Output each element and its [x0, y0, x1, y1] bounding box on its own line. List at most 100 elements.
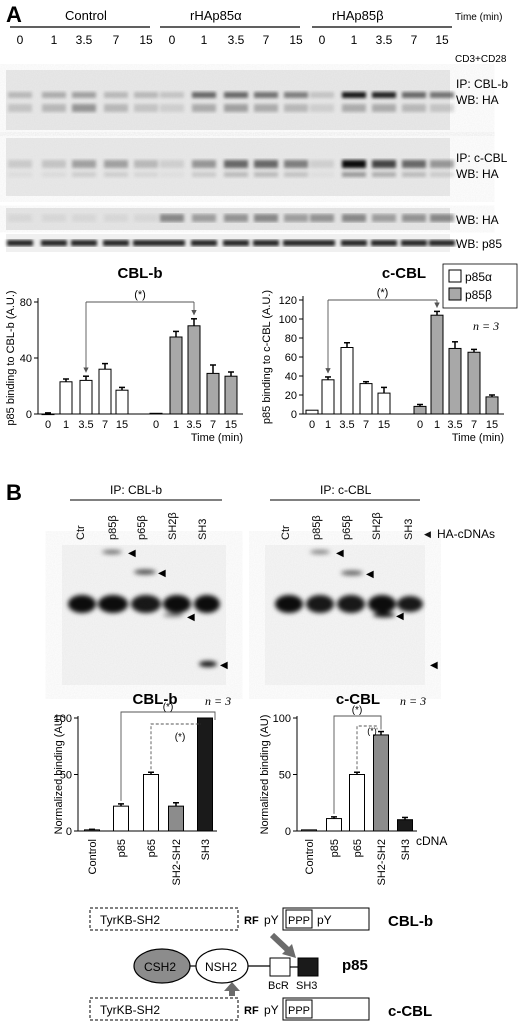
- blot-band: [283, 240, 309, 246]
- bar: [113, 805, 129, 832]
- ip-label-ccbl-b: IP: c-CBL: [320, 483, 372, 497]
- blot-band: [372, 92, 396, 98]
- blot-band: [42, 104, 66, 112]
- blot-band: [402, 214, 426, 222]
- blot-band: [254, 172, 278, 177]
- blot-band: [430, 160, 454, 168]
- lane-label: p85β: [311, 515, 323, 540]
- blot-band: [284, 214, 308, 222]
- y-tick-label: 80: [20, 297, 32, 309]
- x-tick-label: 3.5: [447, 419, 462, 431]
- tyrkb-box-cblb: [89, 907, 239, 931]
- sig-label: (*): [377, 287, 389, 299]
- blot-band: [284, 92, 308, 98]
- blot-band: [192, 214, 216, 222]
- x-tick-label: p65: [352, 839, 364, 857]
- blot-label-wb-ha-1: WB: HA: [456, 93, 499, 107]
- blot-band: [42, 214, 66, 222]
- y-tick-label: 80: [285, 333, 297, 345]
- p85-protein-label: p85: [342, 957, 368, 974]
- chart-title: c-CBL: [382, 265, 426, 282]
- blot-band: [72, 172, 96, 177]
- blot-band: [134, 214, 158, 222]
- bar: [115, 389, 129, 415]
- tyrkb-label-ccbl: TyrKB-SH2: [100, 1003, 160, 1017]
- bcr-domain: [269, 957, 291, 977]
- blot-band: [224, 172, 248, 177]
- blot-band: [430, 92, 454, 98]
- blot-band: [98, 595, 128, 613]
- csh2-label: CSH2: [144, 960, 176, 974]
- bar: [467, 351, 481, 415]
- y-tick-label: 50: [279, 770, 291, 782]
- time-point-label: 7: [411, 33, 418, 47]
- lane-labels-ccbl: Ctr p85β p65β SH2β SH3: [280, 512, 415, 540]
- panel-b-letter: B: [6, 480, 22, 505]
- y-axis-label: p85 binding to c-CBL (A.U.): [261, 290, 273, 424]
- time-point-label: 1: [201, 33, 208, 47]
- blot-band: [104, 172, 128, 177]
- legend: p85α p85β: [442, 263, 518, 309]
- blot-band: [310, 104, 334, 112]
- blot-band: [8, 214, 32, 222]
- y-tick-label: 40: [20, 353, 32, 365]
- blot-band: [372, 104, 396, 112]
- bar: [373, 734, 389, 832]
- rf-label-ccbl: RF: [244, 1005, 259, 1017]
- blot-band: [72, 104, 96, 112]
- y-tick-label: 100: [279, 314, 297, 326]
- blot-wb-p85: [6, 234, 455, 252]
- y-axis-label: Normalized binding (AU): [259, 715, 271, 835]
- bar: [397, 819, 413, 832]
- blot-band: [42, 92, 66, 98]
- x-tick-label: 0: [153, 419, 159, 431]
- sig-label: (*): [367, 726, 377, 736]
- x-tick-label: p85: [116, 839, 128, 857]
- chart-ccbl-normalized: c-CBL Normalized binding (AU) 0 50 100 Contro…: [259, 691, 417, 885]
- ppp-label-ccbl: PPP: [288, 1005, 310, 1017]
- blot-band: [310, 550, 330, 554]
- bar: [430, 314, 444, 415]
- time-point-label: 7: [263, 33, 270, 47]
- y-tick-label: 100: [54, 713, 72, 725]
- band-arrowhead: ◀: [220, 660, 228, 671]
- y-tick-label: 100: [273, 713, 291, 725]
- sig-label: (*): [134, 289, 146, 301]
- blot-band: [104, 160, 128, 168]
- blot-band: [368, 595, 396, 613]
- blot-label-ip-ccbl: IP: c-CBL: [456, 151, 508, 165]
- blot-band: [133, 240, 159, 246]
- lane-label: Ctr: [280, 525, 292, 540]
- legend-swatch-beta: [448, 287, 462, 301]
- blot-band: [7, 240, 33, 246]
- blot-band: [429, 240, 455, 246]
- lane-label: SH2β: [371, 512, 383, 540]
- y-tick-label: 20: [285, 390, 297, 402]
- time-point-label: 7: [113, 33, 120, 47]
- blot-band: [72, 214, 96, 222]
- legend-label-beta: p85β: [465, 288, 492, 302]
- bar: [143, 774, 159, 832]
- time-point-label: 3.5: [376, 33, 393, 47]
- blot-band: [224, 104, 248, 112]
- ip-label-cblb-b: IP: CBL-b: [110, 483, 162, 497]
- blot-band: [224, 214, 248, 222]
- x-tick-label: Control: [304, 839, 316, 874]
- sig-bracket: [120, 711, 216, 801]
- blot-band: [342, 172, 366, 177]
- bcr-label: BcR: [268, 980, 289, 992]
- blot-ip-cblb: [6, 70, 454, 130]
- y-tick-label: 40: [285, 371, 297, 383]
- blot-band: [253, 240, 279, 246]
- band-arrowhead: ◀: [187, 612, 195, 623]
- blot-band: [42, 172, 66, 177]
- n-label-a: n = 3: [473, 319, 499, 333]
- bar: [197, 717, 213, 832]
- blot-band: [397, 596, 423, 612]
- y-axis-label: Normalized binding (AU): [53, 715, 65, 835]
- blot-band: [372, 214, 396, 222]
- bar: [377, 392, 391, 415]
- bar: [41, 413, 55, 416]
- bar: [59, 381, 73, 415]
